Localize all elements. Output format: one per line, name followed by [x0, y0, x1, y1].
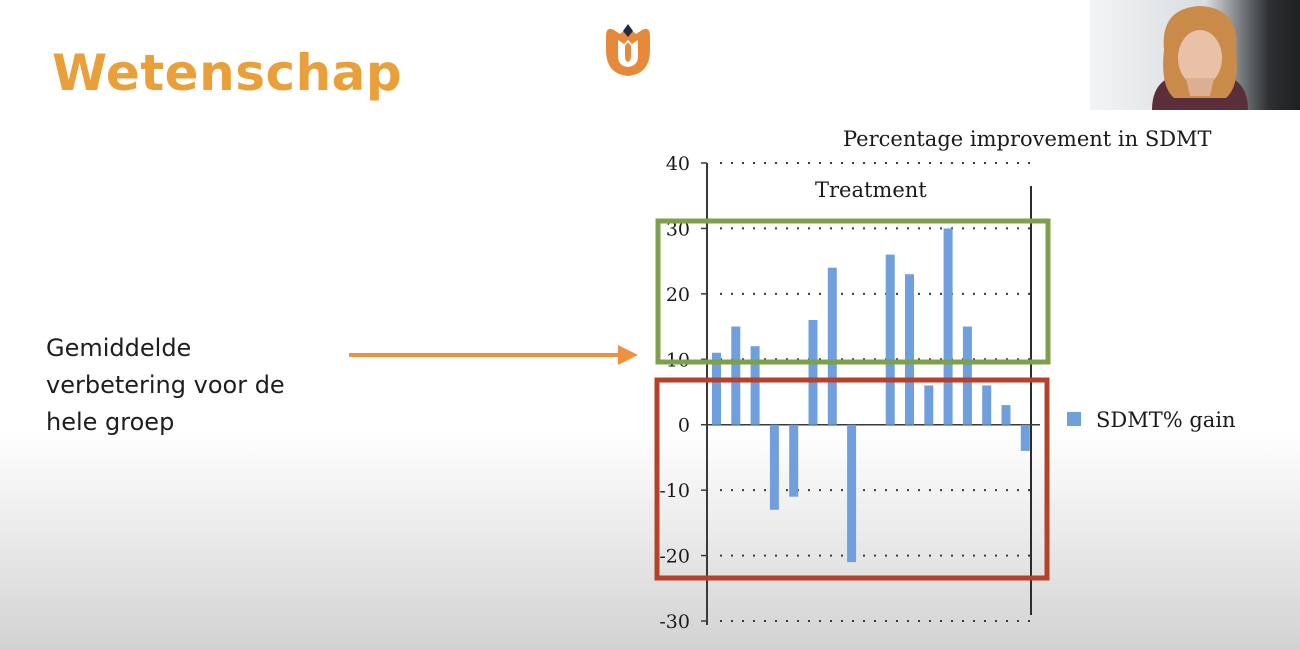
- legend-label: SDMT% gain: [1096, 408, 1236, 432]
- chart-title: Percentage improvement in SDMT: [843, 127, 1212, 151]
- y-tick-label: 30: [666, 218, 690, 240]
- bar: [924, 385, 934, 425]
- bar: [1020, 424, 1030, 451]
- presenter-video-feed: [1090, 0, 1300, 110]
- slide-title: Wetenschap: [52, 44, 403, 102]
- caption-line: Gemiddelde: [46, 334, 192, 362]
- bar: [827, 267, 837, 425]
- bar: [885, 254, 895, 425]
- presenter-video-icon: [1152, 6, 1248, 110]
- caption-line: verbetering voor de: [46, 371, 285, 399]
- y-tick-label: 10: [666, 349, 690, 371]
- tulip-logo-icon: [606, 24, 650, 76]
- bar: [1001, 405, 1011, 425]
- bar: [789, 424, 799, 497]
- caption-text: Gemiddelde verbetering voor de hele groe…: [46, 330, 346, 441]
- caption-line: hele groep: [46, 408, 175, 436]
- arrow-right-icon: [349, 345, 638, 365]
- treatment-label: Treatment: [815, 178, 927, 202]
- legend-swatch: [1067, 412, 1081, 426]
- bar: [943, 228, 953, 425]
- upper-highlight-box: [655, 218, 1051, 365]
- lower-highlight-box: [654, 377, 1050, 581]
- y-tick-label: -20: [659, 546, 690, 568]
- bar: [769, 424, 779, 510]
- y-tick-label: 20: [666, 284, 690, 306]
- bar: [808, 320, 818, 425]
- bar: [982, 385, 992, 425]
- bar: [712, 352, 721, 425]
- bar: [905, 274, 914, 425]
- bar: [847, 424, 857, 563]
- y-tick-label: -10: [659, 480, 690, 502]
- bar: [750, 346, 760, 425]
- bar: [731, 326, 741, 425]
- y-tick-label: 0: [678, 415, 690, 437]
- y-tick-label: -30: [659, 611, 690, 633]
- y-tick-label: 40: [666, 153, 690, 175]
- bar: [962, 326, 972, 425]
